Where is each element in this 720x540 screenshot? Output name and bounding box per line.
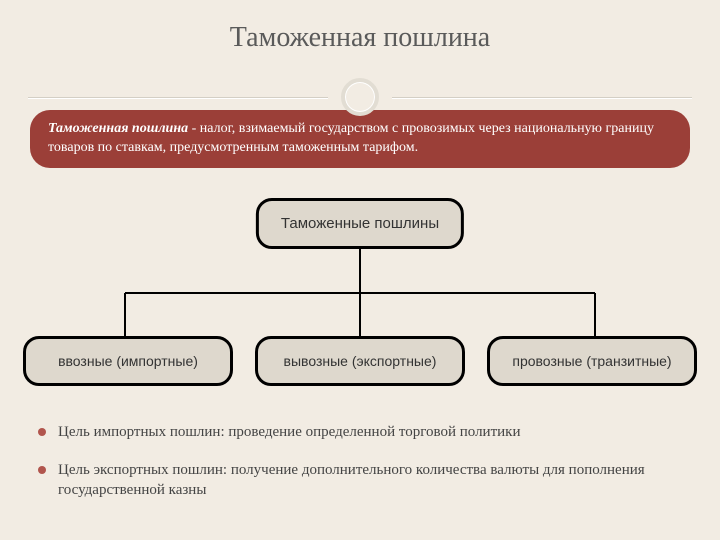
title-ornament (0, 78, 720, 118)
bullet-list: Цель импортных пошлин: проведение опреде… (36, 422, 684, 501)
bullet-item: Цель экспортных пошлин: получение дополн… (36, 460, 684, 501)
tree-child: ввозные (импортные) (23, 336, 233, 386)
hierarchy-tree: Таможенные пошлины ввозные (импортные) в… (0, 198, 720, 398)
tree-child: провозные (транзитные) (487, 336, 697, 386)
definition-term: Таможенная пошлина (48, 121, 188, 136)
page-title: Таможенная пошлина (0, 0, 720, 54)
tree-child: вывозные (экспортные) (255, 336, 465, 386)
tree-root: Таможенные пошлины (256, 198, 464, 249)
definition-box: Таможенная пошлина - налог, взимаемый го… (30, 110, 690, 168)
bullet-item: Цель импортных пошлин: проведение опреде… (36, 422, 684, 442)
